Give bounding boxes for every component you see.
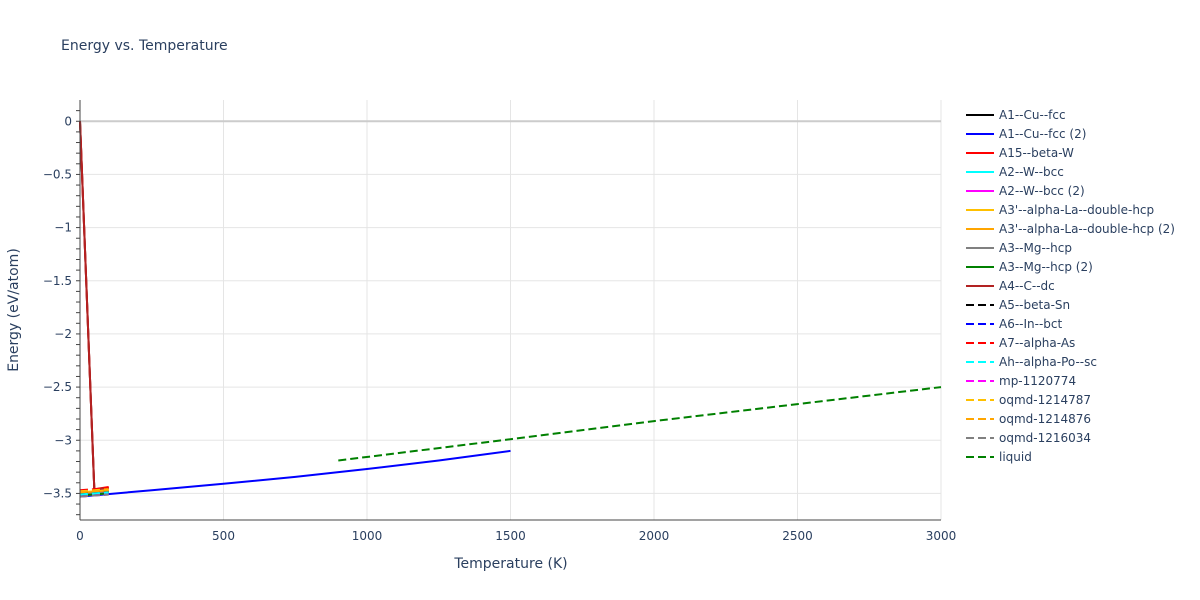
legend-label: A1--Cu--fcc bbox=[999, 108, 1066, 122]
legend-label: A6--In--bct bbox=[999, 317, 1063, 331]
legend-label: mp-1120774 bbox=[999, 374, 1076, 388]
legend-label: A3'--alpha-La--double-hcp (2) bbox=[999, 222, 1175, 236]
series-group bbox=[79, 121, 942, 498]
legend-label: liquid bbox=[999, 450, 1032, 464]
y-tick-label: −2.5 bbox=[43, 380, 72, 394]
chart-title: Energy vs. Temperature bbox=[61, 38, 228, 54]
legend-label: oqmd-1214876 bbox=[999, 412, 1091, 426]
legend-label: A3'--alpha-La--double-hcp bbox=[999, 203, 1154, 217]
legend-label: A2--W--bcc (2) bbox=[999, 184, 1085, 198]
series-line bbox=[79, 121, 109, 491]
legend-label: A2--W--bcc bbox=[999, 165, 1064, 179]
series-line bbox=[79, 121, 109, 491]
series-line bbox=[79, 491, 109, 496]
series-line bbox=[79, 488, 109, 493]
axes: 0 500 1000 1500 2000 2500 3000 0 −0.5 −1 −1.5 −2 −2.… bbox=[43, 100, 956, 543]
legend-label: A4--C--dc bbox=[999, 279, 1055, 293]
legend-label: A3--Mg--hcp bbox=[999, 241, 1072, 255]
legend-label: A1--Cu--fcc (2) bbox=[999, 127, 1086, 141]
series-line bbox=[79, 493, 109, 498]
y-tick-label: −3 bbox=[54, 433, 72, 447]
series-line bbox=[79, 489, 109, 494]
y-tick-label: 0 bbox=[64, 114, 72, 128]
legend: A1--Cu--fcc A1--Cu--fcc (2) A15--beta-W A2-… bbox=[966, 108, 1175, 464]
x-axis-title: Temperature (K) bbox=[453, 556, 567, 572]
x-tick-label: 3000 bbox=[926, 529, 957, 543]
y-tick-label: −0.5 bbox=[43, 167, 72, 181]
x-tick-label: 1500 bbox=[495, 529, 526, 543]
series-line bbox=[79, 121, 109, 491]
y-tick-label: −3.5 bbox=[43, 486, 72, 500]
series-line bbox=[79, 449, 511, 498]
series-line bbox=[338, 386, 942, 462]
grid-lines bbox=[80, 100, 942, 520]
legend-label: A7--alpha-As bbox=[999, 336, 1075, 350]
legend-label: A15--beta-W bbox=[999, 146, 1074, 160]
y-tick-label: −1.5 bbox=[43, 274, 72, 288]
x-tick-label: 500 bbox=[212, 529, 235, 543]
x-tick-label: 0 bbox=[76, 529, 84, 543]
legend-label: A5--beta-Sn bbox=[999, 298, 1070, 312]
legend-label: oqmd-1216034 bbox=[999, 431, 1091, 445]
x-tick-label: 1000 bbox=[352, 529, 383, 543]
legend-label: oqmd-1214787 bbox=[999, 393, 1091, 407]
x-tick-label: 2500 bbox=[782, 529, 813, 543]
y-axis-title: Energy (eV/atom) bbox=[6, 248, 22, 372]
x-tick-label: 2000 bbox=[639, 529, 670, 543]
y-tick-label: −1 bbox=[54, 221, 72, 235]
legend-label: Ah--alpha-Po--sc bbox=[999, 355, 1097, 369]
legend-label: A3--Mg--hcp (2) bbox=[999, 260, 1093, 274]
y-tick-label: −2 bbox=[54, 327, 72, 341]
